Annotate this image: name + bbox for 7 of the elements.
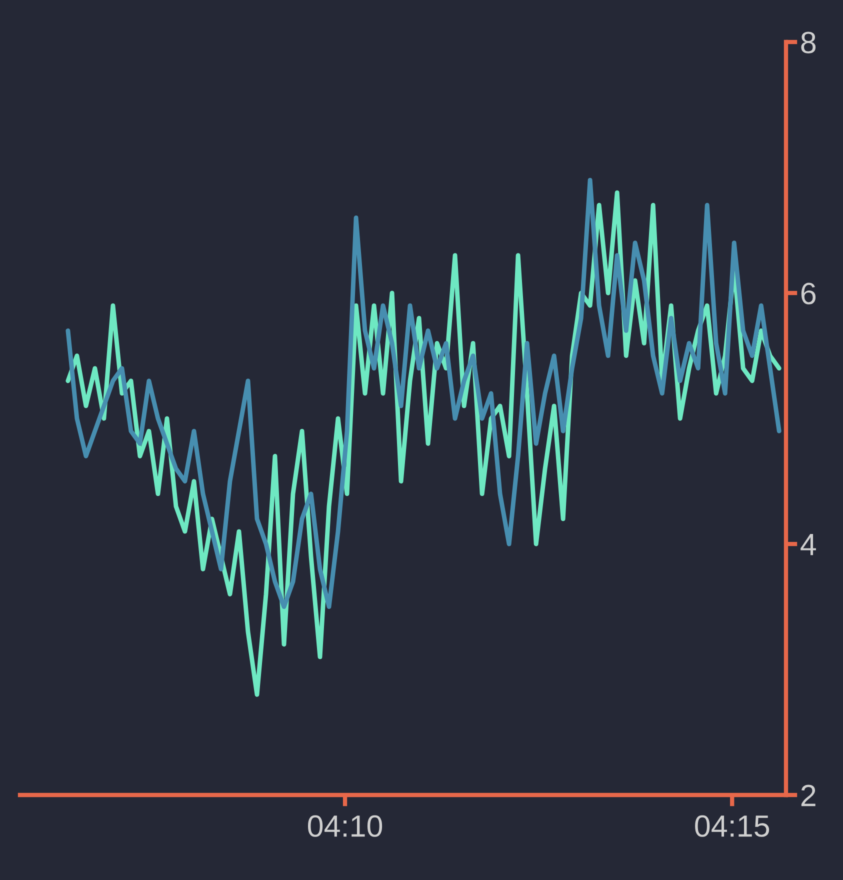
x-tick-label: 04:10 xyxy=(308,815,382,837)
y-tick-label: 2 xyxy=(801,784,816,806)
y-tick-label: 8 xyxy=(801,32,816,54)
y-tick-label: 6 xyxy=(801,282,816,304)
x-tick-label: 04:15 xyxy=(695,815,770,837)
y-tick-label: 4 xyxy=(800,534,816,556)
line-series xyxy=(66,178,782,609)
